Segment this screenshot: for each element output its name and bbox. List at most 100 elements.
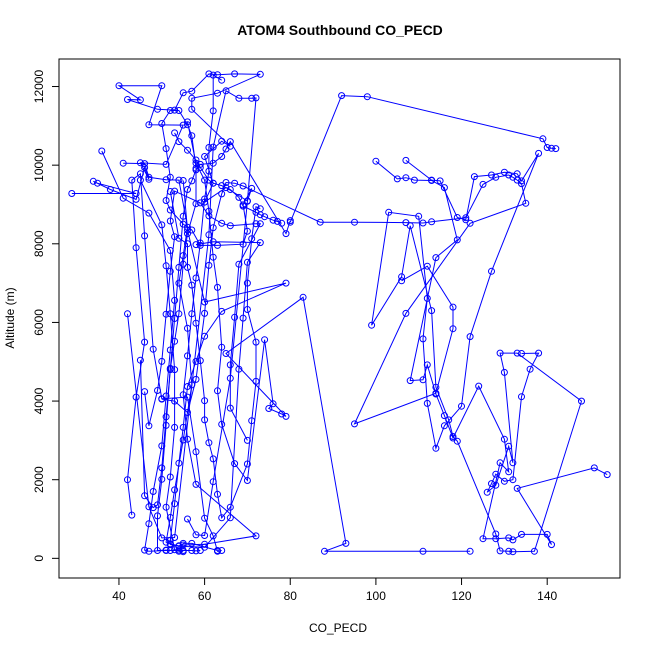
data-point [252,94,260,102]
data-point [201,416,209,424]
data-point [269,216,277,224]
data-point [428,176,436,184]
data-point [201,298,209,306]
data-point [496,547,504,555]
data-point [552,145,560,153]
data-point [256,239,264,247]
x-tick-label: 40 [112,589,126,603]
data-point [466,333,474,341]
data-point [231,460,239,468]
data-point [530,547,538,555]
data-point [239,314,247,322]
data-point [166,536,174,544]
data-point [136,170,144,178]
data-point [209,455,217,463]
data-point [184,186,191,193]
data-point [166,541,174,549]
x-tick-label: 120 [452,589,472,603]
data-point [188,177,196,185]
data-point [226,361,234,369]
series-line [144,190,262,441]
data-point [500,168,508,176]
data-point [509,548,517,556]
data-point [205,439,213,447]
data-point [368,321,376,329]
data-point [171,546,179,554]
data-point [505,534,513,542]
data-point [505,442,513,450]
series-line [123,74,258,547]
data-point [535,349,543,357]
data-point [184,393,191,401]
data-point [402,174,410,182]
data-point [89,177,97,185]
data-point [162,176,170,184]
data-point [158,395,166,403]
data-point [209,143,217,151]
data-point [479,180,487,188]
data-point [445,416,453,424]
x-axis-label: CO_PECD [309,621,367,635]
data-point [432,444,440,452]
data-point [261,336,269,344]
data-point [518,530,525,538]
data-point [338,92,346,100]
data-point [235,193,243,201]
data-point [184,435,191,443]
data-point [209,179,217,187]
data-point [505,547,513,555]
data-point [158,120,166,127]
data-point [171,423,179,431]
data-point [149,488,157,495]
data-point [145,121,153,129]
data-point [410,176,418,184]
y-tick-label: 2000 [32,466,46,493]
data-point [166,267,174,275]
data-point [406,377,414,385]
data-point [398,273,406,281]
data-point [68,190,76,197]
data-point [243,306,251,313]
data-point [192,448,200,456]
series-7 [141,187,264,444]
data-point [192,375,200,383]
data-point [175,176,183,184]
data-point [188,132,196,140]
series-line [187,121,471,552]
data-point [171,129,179,137]
series-line [375,160,608,545]
data-point [483,488,491,496]
data-point [500,368,508,376]
x-tick-label: 100 [366,589,386,603]
y-tick-label: 4000 [32,387,46,414]
data-point [423,294,431,302]
data-point [590,464,598,472]
series-line [371,153,583,553]
data-point [222,87,230,95]
data-point [470,173,478,181]
data-point [205,207,213,215]
data-point [316,218,324,226]
data-point [402,309,410,317]
data-point [252,532,260,540]
data-point [132,393,140,401]
data-point [393,175,401,183]
data-point [505,468,513,476]
data-point [205,70,213,78]
data-point [214,89,221,97]
data-point [231,313,239,321]
data-point [475,382,483,390]
data-point [500,435,508,443]
data-point [363,93,371,101]
data-point [235,260,243,268]
data-point [488,171,495,179]
data-point [175,107,183,114]
data-point [209,238,217,246]
data-point [428,307,436,315]
data-point [214,547,221,555]
data-point [522,199,530,207]
data-point [162,145,170,153]
data-point [535,149,543,157]
data-point [243,477,251,484]
data-point [158,464,166,472]
